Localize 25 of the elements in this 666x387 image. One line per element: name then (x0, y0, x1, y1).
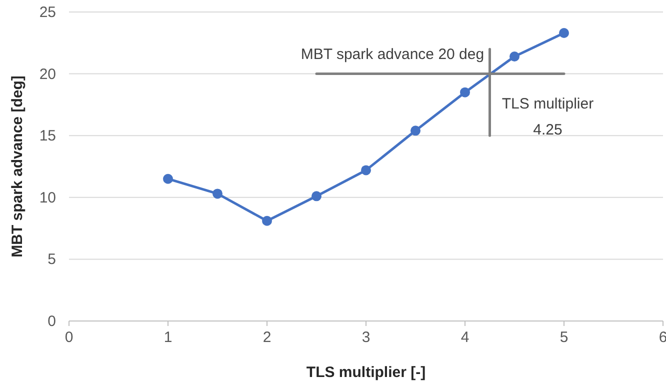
annotation: MBT spark advance 20 deg (300, 46, 484, 63)
y-tick-label: 0 (48, 313, 56, 330)
point (312, 191, 322, 202)
point (361, 165, 371, 176)
point (410, 126, 420, 136)
point (163, 174, 173, 184)
x-tick-label: 1 (164, 329, 172, 346)
y-axis-title: MBT spark advance [deg] (9, 76, 26, 258)
annotation: TLS multiplier 4.25 (502, 95, 594, 138)
y-tick-label: 5 (48, 251, 56, 268)
x-tick-label: 4 (460, 329, 470, 346)
x-tick-label: 2 (262, 329, 272, 346)
point (559, 28, 569, 38)
x-tick-label: 5 (560, 329, 568, 346)
y-tick-label: 20 (39, 66, 56, 83)
x-tick-label: 3 (362, 329, 370, 346)
y-tick-label: 25 (39, 4, 56, 21)
point (510, 51, 520, 62)
y-tick-label: 10 (39, 189, 56, 206)
point (460, 87, 470, 98)
point (212, 188, 222, 199)
y-tick-label: 15 (39, 128, 56, 145)
x-tick-label: 0 (64, 329, 74, 346)
x-axis-title: TLS multiplier [-] (306, 364, 426, 381)
point (262, 216, 272, 226)
